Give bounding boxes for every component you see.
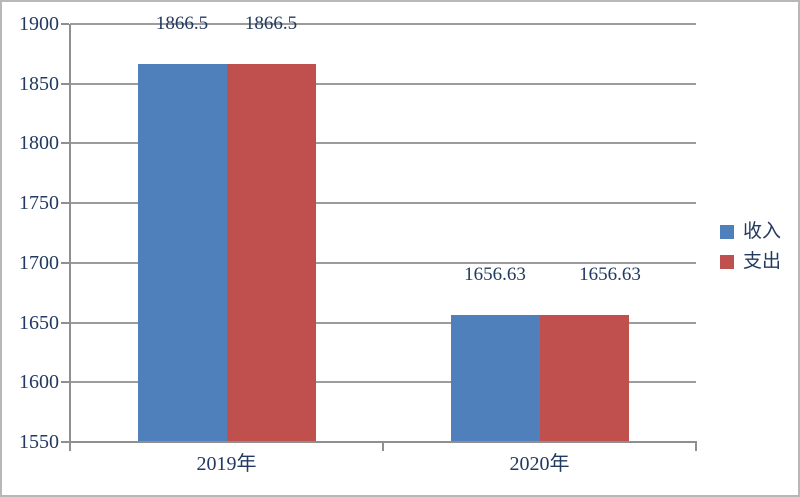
legend-swatch-expense-icon xyxy=(720,255,734,269)
y-tick-1600 xyxy=(61,381,69,384)
y-axis-label-1650: 1650 xyxy=(19,311,59,334)
x-tick-1 xyxy=(382,442,384,451)
y-tick-1550 xyxy=(61,441,69,443)
y-axis-label-1700: 1700 xyxy=(19,251,59,274)
legend: 收入 支出 xyxy=(720,222,781,272)
y-axis-label-1550: 1550 xyxy=(19,431,59,453)
y-tick-1800 xyxy=(61,142,69,145)
y-tick-1750 xyxy=(61,202,69,205)
y-axis-label-1800: 1800 xyxy=(19,132,59,155)
legend-swatch-income-icon xyxy=(720,225,734,239)
gridline-1850 xyxy=(70,82,696,85)
data-label-2020年-支出: 1656.63 xyxy=(579,263,641,285)
y-axis-label-1900: 1900 xyxy=(19,13,59,35)
legend-item-expense: 支出 xyxy=(720,252,781,272)
bar-2019年-支出 xyxy=(226,64,316,442)
y-axis-label-1850: 1850 xyxy=(19,72,59,95)
y-axis-line xyxy=(69,24,71,451)
gridline-1750 xyxy=(70,202,696,205)
legend-label-income: 收入 xyxy=(743,221,782,242)
bar-2019年-收入 xyxy=(137,64,227,442)
x-tick-0 xyxy=(69,442,71,451)
y-tick-1900 xyxy=(61,23,69,25)
x-axis-label-2020年: 2020年 xyxy=(509,453,570,475)
legend-label-expense: 支出 xyxy=(743,251,782,272)
bar-2020年-收入 xyxy=(450,314,540,442)
data-label-2019年-支出: 1866.5 xyxy=(244,13,298,34)
y-axis-label-1600: 1600 xyxy=(19,371,59,394)
y-tick-1650 xyxy=(61,321,69,324)
gridline-1800 xyxy=(70,142,696,145)
gridline-1900 xyxy=(70,23,696,25)
y-tick-1850 xyxy=(61,82,69,85)
data-label-2019年-收入: 1866.5 xyxy=(155,13,209,34)
gridline-1600 xyxy=(70,381,696,384)
bar-2020年-支出 xyxy=(539,314,629,442)
x-axis-label-2019年: 2019年 xyxy=(196,453,257,475)
gridline-1650 xyxy=(70,321,696,324)
y-tick-1700 xyxy=(61,261,69,264)
x-tick-2 xyxy=(695,442,697,451)
gridline-1700 xyxy=(70,261,696,264)
data-label-2020年-收入: 1656.63 xyxy=(464,263,526,285)
y-axis-label-1750: 1750 xyxy=(19,192,59,215)
legend-item-income: 收入 xyxy=(720,222,781,242)
